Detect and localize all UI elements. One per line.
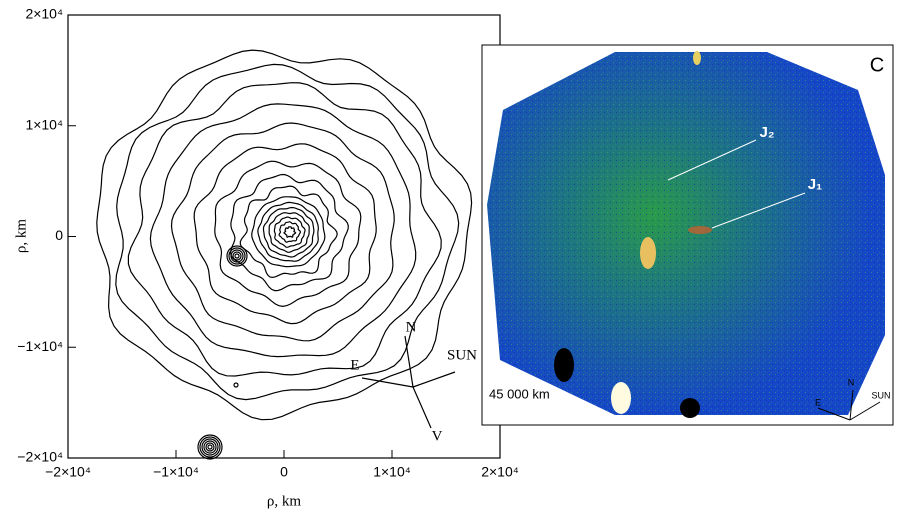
compass-v: V bbox=[432, 428, 443, 444]
contour-dot bbox=[233, 382, 239, 388]
y-axis-label: ρ, km bbox=[13, 219, 29, 253]
contour-line bbox=[262, 206, 315, 258]
contour-line bbox=[214, 160, 362, 308]
compass-left bbox=[361, 335, 456, 429]
x-tick-label: 0 bbox=[280, 464, 288, 480]
panel-label: C bbox=[870, 54, 884, 76]
contour-line bbox=[257, 201, 319, 262]
contour-blob bbox=[234, 253, 240, 259]
jet-2-label: J₂ bbox=[759, 124, 774, 141]
x-tick-label: 2×10⁴ bbox=[481, 464, 519, 480]
contour-line bbox=[278, 221, 302, 243]
contour-line bbox=[239, 185, 338, 279]
contour-blob bbox=[197, 434, 223, 460]
image-compass-n: N bbox=[848, 377, 855, 387]
contour-blob bbox=[230, 249, 244, 263]
contour-line bbox=[170, 122, 395, 342]
contour-line bbox=[251, 196, 326, 268]
x-tick-label: −2×10⁴ bbox=[45, 464, 91, 480]
compass-sun: SUN bbox=[447, 347, 477, 363]
scale-bar-label: 45 000 km bbox=[489, 386, 550, 401]
contour-blob bbox=[226, 245, 248, 267]
contour-blob bbox=[207, 444, 213, 450]
contour-line bbox=[229, 173, 349, 292]
y-tick-label: −1×10⁴ bbox=[17, 338, 63, 354]
contour-line bbox=[283, 226, 297, 238]
contour-line bbox=[115, 63, 460, 401]
contour-line bbox=[127, 82, 442, 377]
contour-blob bbox=[201, 438, 219, 456]
contour-line bbox=[268, 212, 310, 253]
contour-blob bbox=[203, 440, 217, 454]
contour-blob bbox=[199, 436, 221, 458]
contour-line bbox=[96, 49, 473, 421]
y-tick-label: 0 bbox=[55, 227, 63, 243]
y-tick-label: 1×10⁴ bbox=[25, 116, 63, 132]
contour-line bbox=[273, 216, 306, 248]
y-tick-label: −2×10⁴ bbox=[17, 449, 63, 465]
contour-blob bbox=[232, 251, 242, 261]
x-tick-label: −1×10⁴ bbox=[153, 464, 199, 480]
contours bbox=[96, 49, 473, 460]
compass-n: N bbox=[406, 319, 417, 335]
image-panel bbox=[481, 44, 894, 426]
y-tick-label: 2×10⁴ bbox=[25, 6, 63, 22]
contour-blob bbox=[228, 247, 246, 265]
contour-line bbox=[149, 103, 417, 358]
jet-1-label: J₁ bbox=[808, 176, 823, 193]
x-tick-label: 1×10⁴ bbox=[373, 464, 411, 480]
compass-e: E bbox=[350, 357, 359, 373]
contour-line bbox=[193, 143, 377, 325]
image-compass-sun: SUN bbox=[871, 390, 890, 400]
image-compass-e: E bbox=[815, 397, 821, 407]
contour-blob bbox=[205, 442, 215, 452]
plot-frame bbox=[67, 14, 501, 459]
x-axis-label: ρ, km bbox=[267, 493, 301, 509]
